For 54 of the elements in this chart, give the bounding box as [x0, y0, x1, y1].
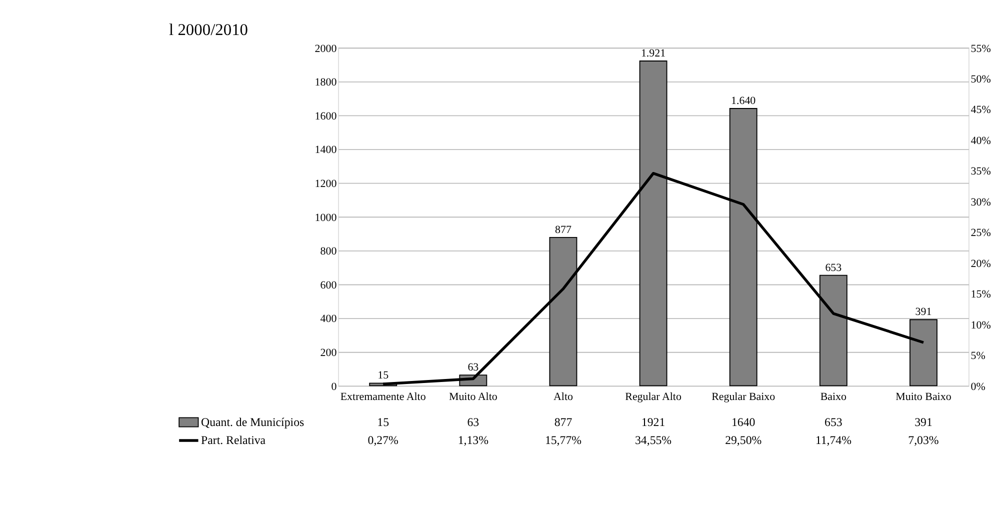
annotation: 653 — [825, 262, 842, 274]
annotation: 391 — [915, 306, 932, 318]
x-tick-label: Muito Baixo — [896, 390, 952, 403]
data-label: 877 — [554, 414, 572, 429]
annotation: 877 — [555, 224, 572, 236]
data-label: 11,74% — [815, 433, 852, 448]
data-label: 1640 — [731, 414, 756, 429]
annotation: 1.921 — [640, 47, 666, 60]
y2-tick-label: 45% — [970, 104, 991, 116]
y2-tick-label: 15% — [970, 288, 991, 301]
y2-tick-label: 55% — [970, 42, 991, 55]
legend-label: Quant. de Municípios — [201, 414, 304, 429]
y-tick-label: 600 — [320, 279, 338, 292]
y-tick-label: 1800 — [314, 76, 338, 89]
y2-tick-label: 0% — [970, 380, 986, 393]
data-label: 1,13% — [458, 433, 489, 448]
y2-tick-label: 20% — [970, 258, 991, 270]
data-label: 0,27% — [368, 433, 399, 448]
y2-tick-label: 30% — [970, 196, 991, 208]
data-label: 34,55% — [634, 433, 672, 448]
y-tick-label: 1000 — [314, 212, 338, 224]
legend-label: Part. Relativa — [201, 433, 266, 448]
y2-tick-label: 25% — [970, 227, 991, 240]
y-tick-label: 1400 — [314, 144, 338, 156]
data-label: 653 — [824, 414, 842, 429]
y-tick-label: 200 — [320, 347, 338, 360]
annotation: 63 — [468, 361, 480, 374]
y-tick-label: 1200 — [314, 178, 338, 190]
y2-tick-label: 40% — [970, 134, 991, 147]
y2-tick-label: 50% — [970, 73, 991, 86]
data-label: 1921 — [641, 414, 666, 429]
y-tick-label: 400 — [320, 313, 338, 326]
data-label: 7,03% — [908, 433, 939, 448]
annotation: 15 — [378, 370, 390, 382]
x-tick-label: Extremamente Alto — [340, 390, 426, 403]
y2-tick-label: 10% — [970, 319, 991, 332]
x-tick-label: Baixo — [820, 390, 848, 403]
y-tick-label: 800 — [320, 246, 338, 258]
x-tick-label: Regular Alto — [625, 390, 682, 403]
chart-title: l 2000/2010 — [169, 20, 248, 39]
data-label: 29,50% — [725, 433, 762, 448]
y-tick-label: 0 — [331, 380, 338, 393]
data-label: 15,77% — [544, 433, 582, 448]
data-label: 391 — [914, 414, 932, 429]
data-label: 63 — [467, 414, 480, 429]
y2-tick-label: 35% — [970, 166, 991, 178]
data-label: 15 — [377, 414, 390, 429]
x-tick-label: Alto — [553, 390, 574, 403]
x-tick-label: Muito Alto — [448, 390, 498, 403]
y2-tick-label: 5% — [970, 350, 986, 362]
y-tick-label: 2000 — [314, 42, 338, 55]
y-tick-label: 1600 — [314, 110, 338, 122]
annotation: 1.640 — [731, 94, 756, 107]
x-tick-label: Regular Baixo — [712, 390, 776, 403]
